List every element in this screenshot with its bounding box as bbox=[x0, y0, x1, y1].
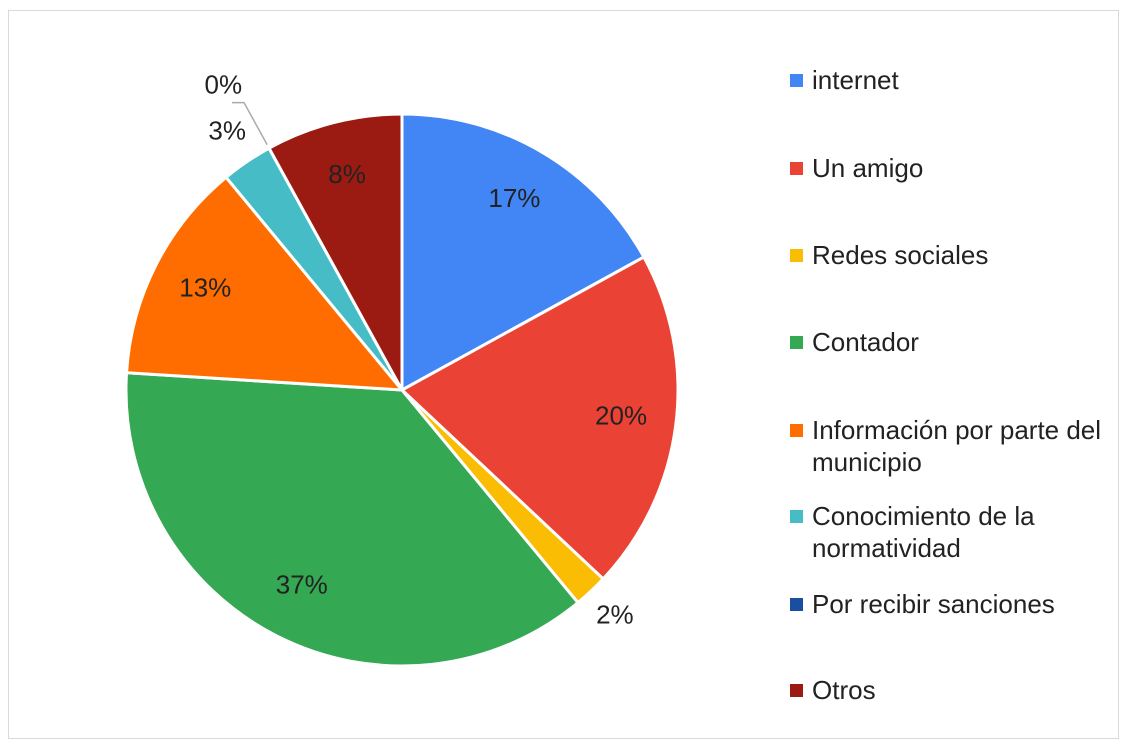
legend-swatch bbox=[790, 162, 803, 175]
legend-swatch bbox=[790, 598, 803, 611]
pie-slice bbox=[400, 112, 646, 393]
legend-item: Otros bbox=[790, 674, 1120, 706]
legend-item: Conocimiento de la normatividad bbox=[790, 500, 1120, 564]
legend-swatch bbox=[790, 74, 803, 87]
legend-item: internet bbox=[790, 64, 1120, 96]
legend-item: Por recibir sanciones bbox=[790, 588, 1120, 620]
legend-swatch bbox=[790, 684, 803, 697]
data-label: 2% bbox=[596, 600, 634, 630]
chart-frame bbox=[8, 10, 1119, 739]
data-label: 13% bbox=[179, 273, 231, 303]
legend-item: Contador bbox=[790, 326, 1120, 358]
data-label: 3% bbox=[208, 116, 246, 146]
data-label: 0% bbox=[205, 70, 243, 100]
legend-label: Conocimiento de la normatividad bbox=[812, 501, 1035, 563]
legend-item: Un amigo bbox=[790, 152, 1120, 184]
legend-label: Por recibir sanciones bbox=[812, 589, 1055, 619]
data-label: 20% bbox=[595, 401, 647, 431]
pie-slice bbox=[266, 112, 404, 391]
legend-label: Redes sociales bbox=[812, 240, 989, 270]
data-label: 37% bbox=[276, 570, 328, 600]
legend-swatch bbox=[790, 336, 803, 349]
legend-item: Información por parte del municipio bbox=[790, 414, 1120, 478]
legend-label: Información por parte del municipio bbox=[812, 415, 1102, 477]
legend-swatch bbox=[790, 249, 803, 262]
pie-slice bbox=[124, 371, 581, 668]
legend-label: Otros bbox=[812, 675, 876, 705]
legend-item: Redes sociales bbox=[790, 239, 1120, 271]
legend-swatch bbox=[790, 510, 803, 523]
legend-label: Contador bbox=[812, 327, 919, 357]
legend-swatch bbox=[790, 424, 803, 437]
legend-label: Un amigo bbox=[812, 153, 924, 183]
leader-line bbox=[231, 101, 268, 145]
pie-slice bbox=[399, 254, 680, 582]
data-label: 17% bbox=[488, 183, 540, 213]
pie-slice bbox=[124, 175, 406, 392]
legend-label: internet bbox=[812, 65, 899, 95]
data-label: 8% bbox=[328, 159, 366, 189]
